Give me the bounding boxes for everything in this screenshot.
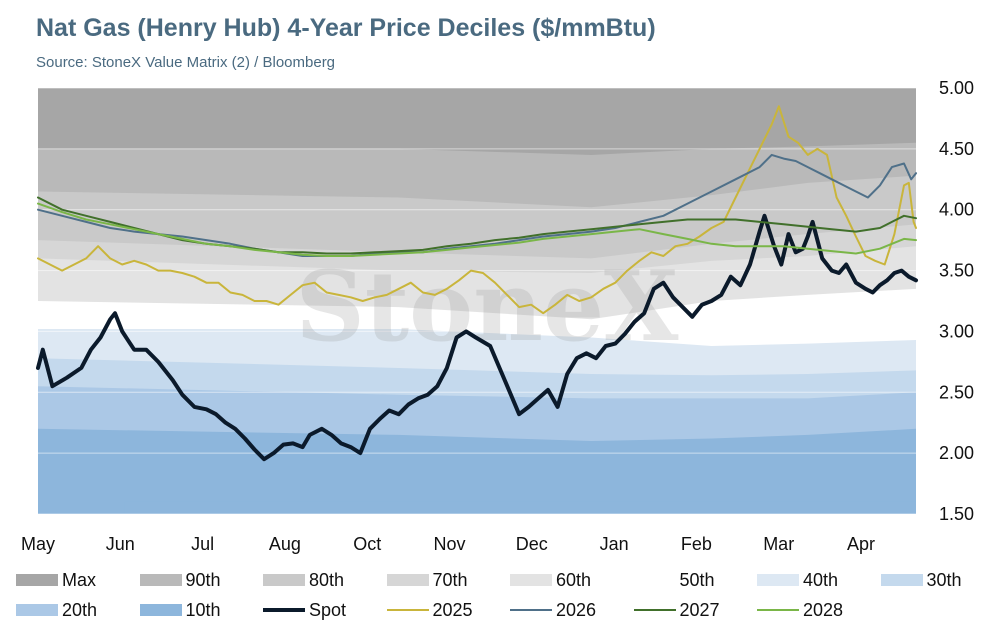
legend-item-90th: 90th [139,566,221,594]
legend-label: 2025 [432,599,473,620]
legend-item-spot: Spot [263,596,346,624]
y-tick-label-4: 3.50 [939,261,974,281]
legend-label: 90th [185,569,221,590]
legend-swatch [757,609,799,611]
legend-swatch [263,574,305,586]
series-line-2028 [37,202,917,257]
x-tick-label-7: Jan [600,534,629,554]
legend-item-2026: 2026 [510,596,596,624]
legend-label: 2028 [803,599,844,620]
legend-swatch [139,604,182,616]
legend-swatch [510,609,552,611]
legend-item-80th: 80th [263,566,344,594]
legend-label: 70th [432,569,468,590]
chart-title: Nat Gas (Henry Hub) 4-Year Price Deciles… [36,14,656,42]
legend-label: 2026 [556,599,597,620]
legend-swatch [16,604,58,616]
x-tick-label-8: Feb [681,534,712,554]
legend-item-70th: 70th [386,566,468,594]
x-tick-label-5: Nov [433,534,465,554]
x-tick-label-10: Apr [847,534,875,554]
legend-label: 30th [926,569,962,590]
legend-swatch [386,574,429,586]
legend-item-40th: 40th [757,566,838,594]
y-tick-label-6: 4.50 [939,139,974,159]
legend-label: 20th [62,599,98,620]
legend-label: 2027 [679,599,720,620]
y-tick-label-7: 5.00 [939,78,974,98]
legend-label: 60th [556,569,592,590]
y-tick-label-0: 1.50 [939,504,974,524]
x-tick-label-0: May [21,534,55,554]
x-tick-label-9: Mar [763,534,794,554]
legend-item-60th: 60th [510,566,591,594]
x-tick-label-4: Oct [353,534,381,554]
legend-swatch [633,609,676,611]
legend-item-max: Max [16,566,96,594]
legend-item-2028: 2028 [757,596,843,624]
legend-swatch [16,574,58,586]
y-tick-label-3: 3.00 [939,321,974,341]
legend-swatch [386,609,429,611]
series-line-2026 [37,153,917,257]
band-min [38,501,916,514]
x-tick-label-2: Jul [191,534,214,554]
legend-item-2025: 2025 [386,596,473,624]
legend-swatch [633,574,676,586]
chart-legend: Max 90th 80th 70th 60th 50th 40th 30th 20th 10th S… [16,566,991,622]
legend-item-30th: 30th [880,566,962,594]
x-tick-label-1: Jun [106,534,135,554]
legend-item-20th: 20th [16,596,97,624]
legend-swatch [757,574,799,586]
legend-label: 50th [679,569,715,590]
y-tick-label-1: 2.00 [939,443,974,463]
legend-item-50th: 50th [633,566,715,594]
series-line-spot [36,213,918,462]
y-tick-label-5: 4.00 [939,200,974,220]
legend-swatch [263,608,305,612]
x-tick-label-3: Aug [269,534,301,554]
y-tick-label-2: 2.50 [939,382,974,402]
legend-label: 80th [309,569,345,590]
legend-swatch [139,574,182,586]
legend-label: 40th [803,569,839,590]
legend-label: 10th [185,599,221,620]
legend-label: Spot [309,599,347,620]
legend-item-10th: 10th [139,596,221,624]
legend-label: Max [62,569,97,590]
series-line-2025 [37,105,917,315]
legend-swatch [880,574,923,586]
legend-swatch [510,574,552,586]
chart-subtitle: Source: StoneX Value Matrix (2) / Bloomb… [36,54,336,71]
legend-item-2027: 2027 [633,596,720,624]
band-10th [38,428,916,514]
x-tick-label-6: Dec [516,534,548,554]
